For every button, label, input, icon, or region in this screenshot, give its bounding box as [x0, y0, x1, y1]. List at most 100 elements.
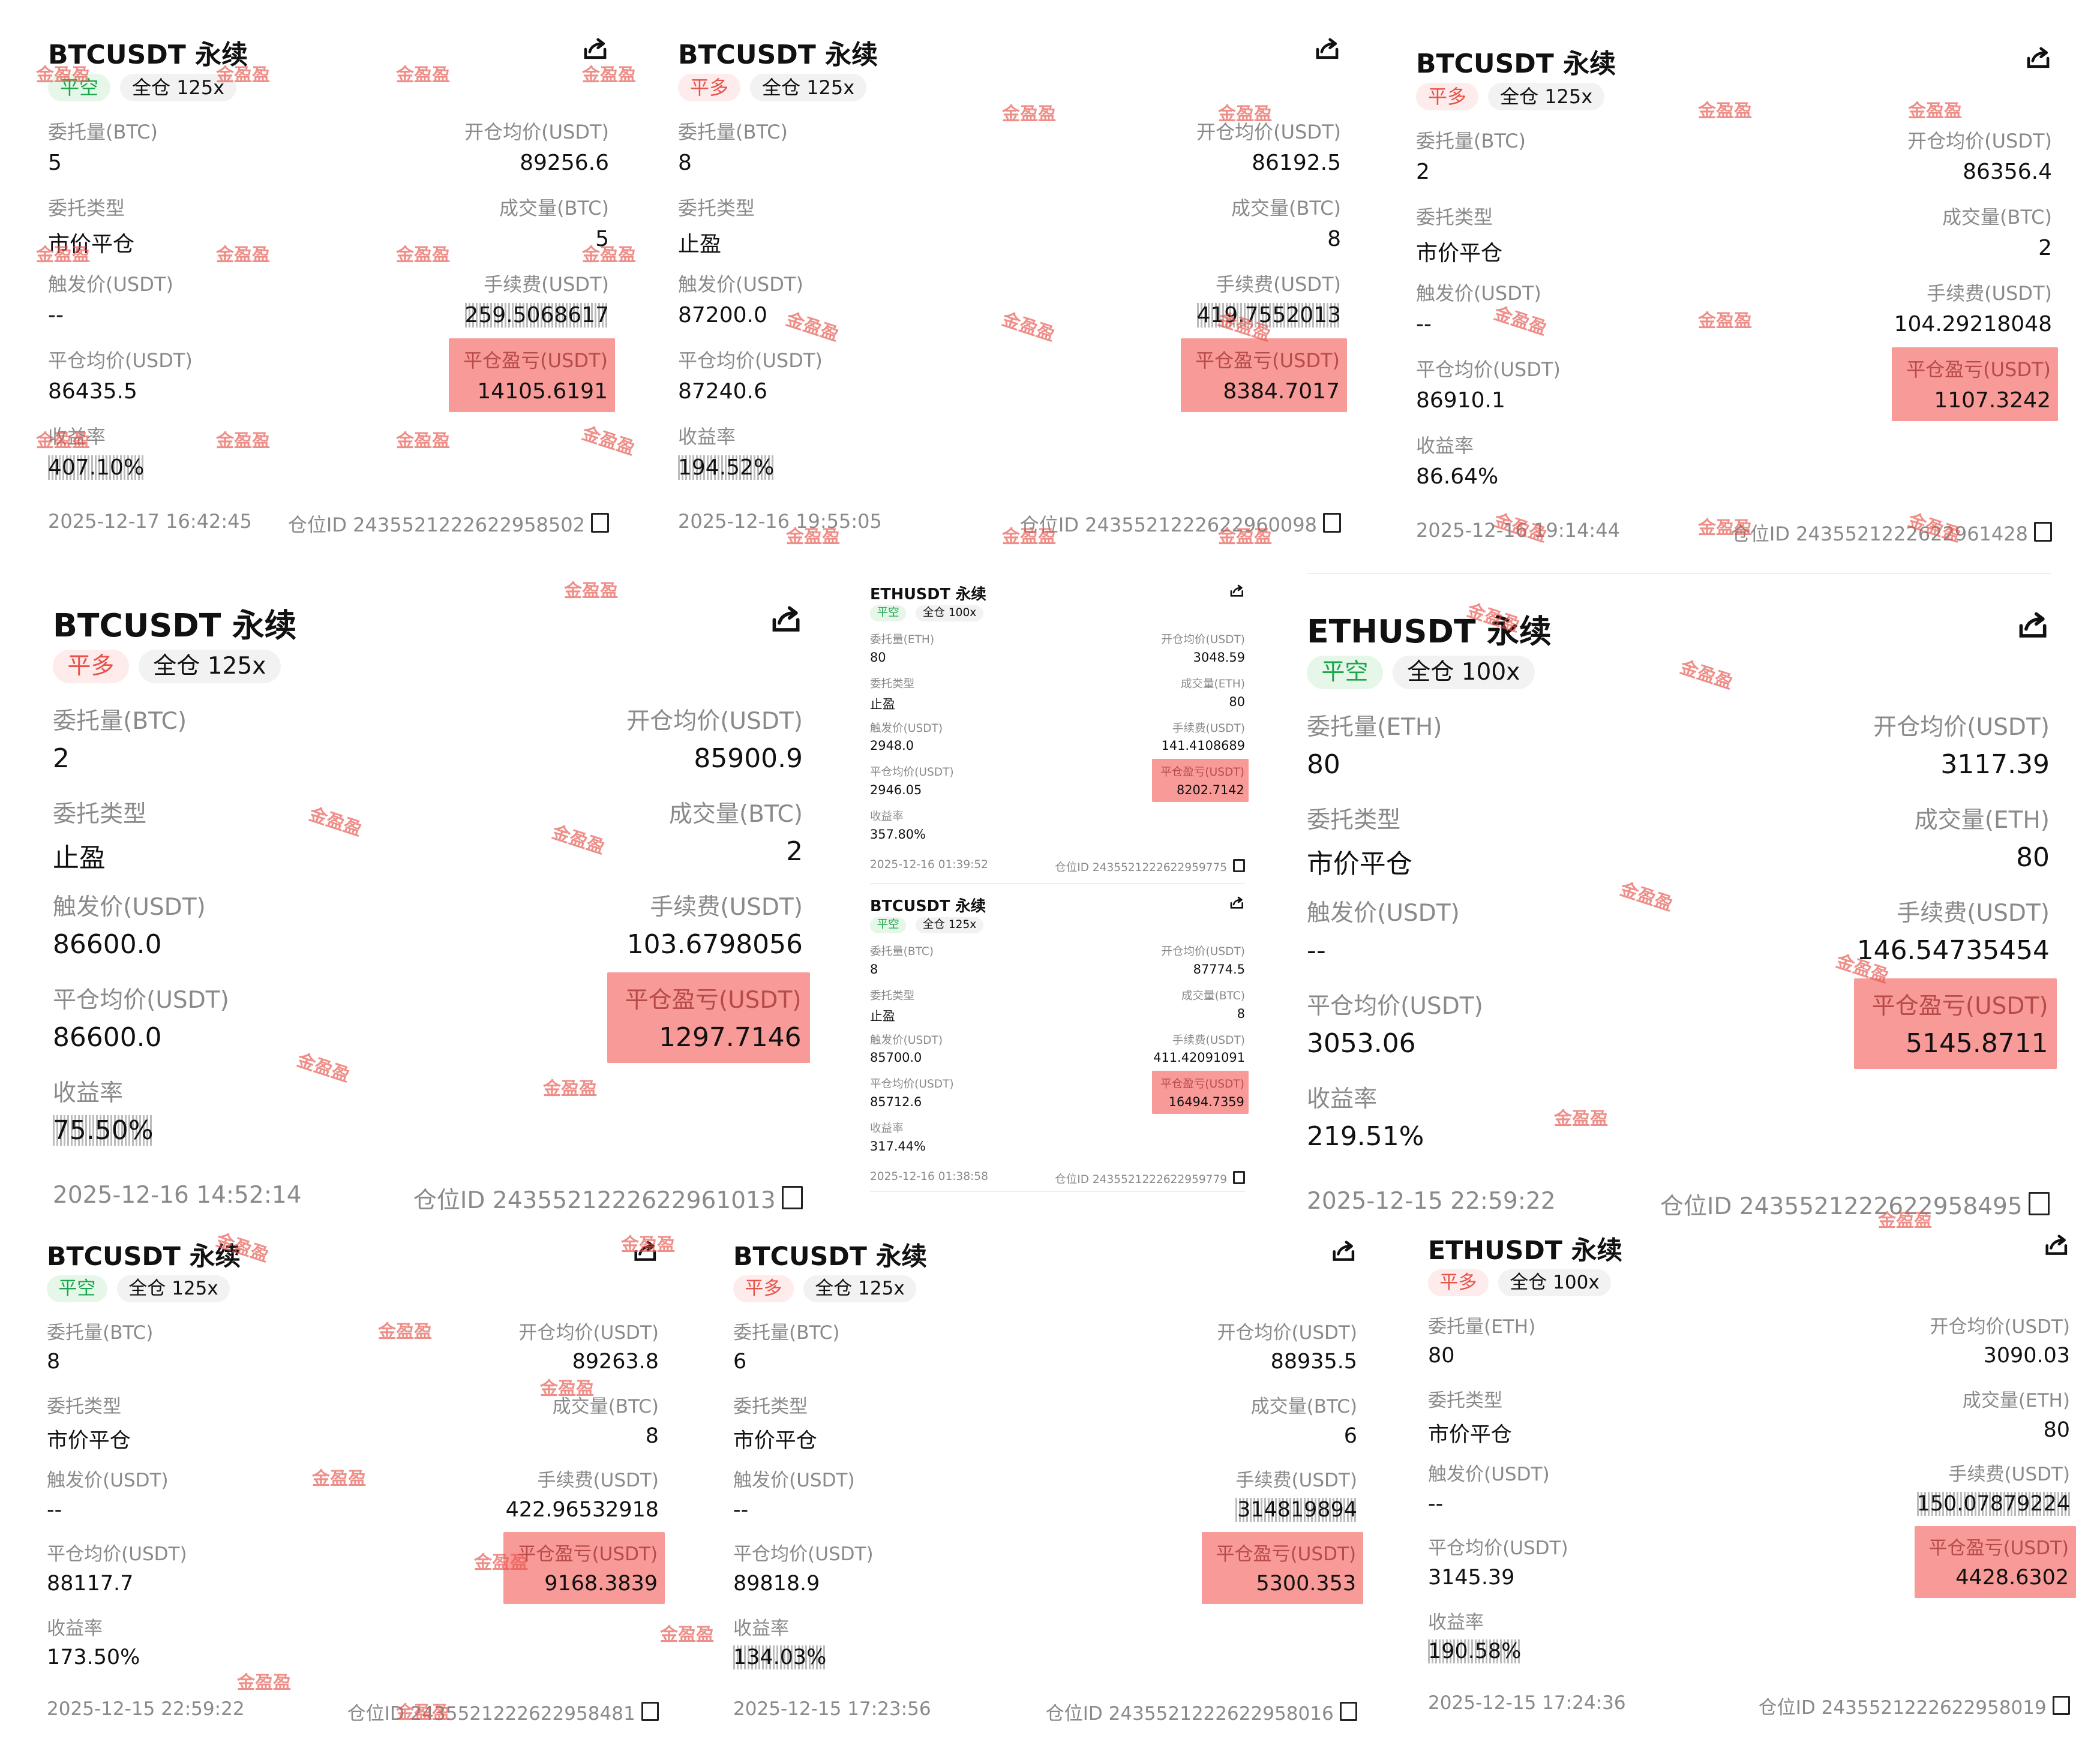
filled-field-label: 成交量(BTC) [553, 1391, 659, 1418]
order-type-field-label: 委托类型 [1307, 801, 1412, 835]
watermark: 金盈盈 [786, 527, 840, 548]
position-id-text: 仓位ID 2435521222622961013 [413, 1187, 776, 1214]
watermark: 金盈盈 [36, 65, 90, 86]
share-icon[interactable] [2043, 1232, 2070, 1259]
fee-field-label: 手续费(USDT) [1917, 1459, 2070, 1486]
fee-field-label-text: 手续费(USDT) [537, 1470, 659, 1492]
share-icon[interactable] [1313, 35, 1341, 63]
qty-field-value: 8 [47, 1350, 61, 1374]
timestamp: 2025-12-16 19:14:44 [1416, 519, 1620, 542]
order-card: BTCUSDT 永续 平空 全仓 125x 委托量(BTC) 8 开仓均价(USDT) 89… [47, 1236, 665, 1725]
yield-field-label: 收益率 [1416, 431, 1498, 458]
open-avg-field-label-text: 开仓均价(USDT) [1196, 121, 1341, 143]
close-avg-field: 平仓均价(USDT) 86910.1 [1416, 355, 1561, 413]
pnl-value: 1107.3242 [1934, 388, 2051, 413]
timestamp: 2025-12-15 22:59:22 [47, 1698, 245, 1720]
share-icon[interactable] [2024, 44, 2052, 72]
filled-field: 成交量(BTC) 2 [669, 795, 803, 867]
qty-field-label-text: 委托量 [1416, 130, 1474, 152]
filled-field-label-unit: (BTC) [1289, 197, 1341, 220]
trigger-field: 触发价(USDT) 85700.0 [870, 1031, 943, 1065]
fee-field-label-text: 手续费(USDT) [1216, 273, 1341, 296]
open-avg-field-label: 开仓均价(USDT) [1873, 708, 2050, 742]
filled-field: 成交量(BTC) 2 [1942, 202, 2052, 260]
copy-icon[interactable] [2028, 1191, 2050, 1215]
trigger-field-value: -- [1428, 1491, 1444, 1516]
contract-title: BTCUSDT 永续 [733, 1242, 928, 1272]
share-icon[interactable] [632, 1238, 659, 1265]
filled-field-label-unit: (BTC) [1214, 989, 1245, 1002]
timestamp: 2025-12-16 19:55:05 [678, 510, 882, 533]
order-type-field-value: 止盈 [870, 696, 895, 711]
margin-badge: 全仓 125x [120, 74, 237, 101]
side-badge: 平空 [48, 74, 111, 101]
copy-icon[interactable] [1233, 859, 1245, 873]
share-icon[interactable] [1229, 583, 1245, 599]
share-icon[interactable] [2016, 609, 2050, 642]
order-type-field-label: 委托类型 [678, 193, 755, 221]
yield-field-label: 收益率 [678, 422, 774, 449]
open-avg-field-value: 87774.5 [1193, 962, 1245, 977]
trigger-field-label-text: 触发价(USDT) [53, 893, 206, 921]
tag-row: 平多 全仓 125x [1416, 83, 1605, 110]
side-badge: 平空 [870, 917, 907, 934]
order-type-field-label: 委托类型 [48, 193, 134, 221]
position-id: 仓位ID 2435521222622958481 [347, 1698, 659, 1725]
close-avg-field: 平仓均价(USDT) 3145.39 [1428, 1533, 1568, 1590]
share-icon[interactable] [1330, 1238, 1357, 1265]
order-type-field-label: 委托类型 [1428, 1385, 1512, 1412]
close-avg-field-label-text: 平仓均价(USDT) [870, 766, 954, 779]
share-icon[interactable] [1229, 895, 1245, 911]
close-avg-field-label: 平仓均价(USDT) [1307, 987, 1483, 1021]
order-type-field-value: 市价平仓 [733, 1428, 817, 1453]
share-icon[interactable] [769, 603, 803, 636]
copy-icon[interactable] [1233, 1171, 1245, 1185]
share-icon[interactable] [581, 35, 609, 63]
fee-field-label-text: 手续费(USDT) [1897, 899, 2050, 927]
trigger-field-label-text: 触发价(USDT) [1428, 1464, 1550, 1486]
watermark: 金盈盈 [237, 1672, 291, 1693]
qty-field-label-unit: (BTC) [1474, 130, 1526, 152]
pnl-field: 平仓盈亏(USDT) 8202.7142 [1152, 759, 1249, 803]
position-id: 仓位ID 2435521222622958019 [1759, 1692, 2070, 1719]
open-avg-field-value: 88935.5 [1270, 1350, 1357, 1374]
copy-icon[interactable] [2034, 521, 2052, 542]
filled-field-value: 6 [1343, 1423, 1357, 1448]
copy-icon[interactable] [641, 1701, 659, 1722]
fee-field-label: 手续费(USDT) [1857, 894, 2050, 928]
watermark: 金盈盈 [1218, 104, 1272, 125]
yield-field: 收益率 317.44% [870, 1119, 926, 1154]
filled-field-label-text: 成交量 [552, 1395, 608, 1417]
fee-field: 手续费(USDT) 103.6798056 [627, 888, 803, 960]
fee-field: 手续费(USDT) 150.07879224 [1916, 1459, 2070, 1516]
qty-field: 委托量(BTC) 2 [1416, 126, 1526, 184]
qty-field-value: 2 [53, 743, 70, 774]
panel-divider [870, 883, 1245, 884]
qty-field-label: 委托量(ETH) [870, 630, 934, 647]
trigger-field: 触发价(USDT) 87200.0 [678, 269, 803, 328]
order-type-field-label-text: 委托类型 [733, 1395, 808, 1417]
copy-icon[interactable] [591, 512, 609, 533]
qty-field-label-unit: (BTC) [903, 945, 934, 959]
order-type-field: 委托类型 止盈 [870, 987, 914, 1025]
filled-field-value: 80 [2016, 842, 2050, 873]
open-avg-field-label-text: 开仓均价(USDT) [1907, 130, 2052, 152]
open-avg-field-label-text: 开仓均价(USDT) [1930, 1315, 2070, 1338]
yield-field-value: 173.50% [47, 1645, 140, 1670]
filled-field: 成交量(BTC) 5 [499, 193, 609, 251]
copy-icon[interactable] [1323, 512, 1341, 533]
pnl-value: 1297.7146 [659, 1022, 802, 1053]
pnl-label: 平仓盈亏(USDT) [463, 349, 608, 372]
close-avg-field-label-text: 平仓均价(USDT) [47, 1543, 187, 1566]
close-avg-field: 平仓均价(USDT) 87240.6 [678, 346, 823, 404]
close-avg-field-label: 平仓均价(USDT) [53, 981, 229, 1015]
open-avg-field-label: 开仓均价(USDT) [464, 117, 609, 145]
copy-icon[interactable] [781, 1185, 803, 1209]
copy-icon[interactable] [2052, 1695, 2070, 1716]
watermark: 金盈盈 [216, 431, 270, 452]
order-card: ETHUSDT 永续 平空 全仓 100x 委托量(ETH) 80 开仓均价(USDT) 3… [1307, 606, 2057, 1220]
filled-field-label-text: 成交量 [1962, 1389, 2018, 1411]
copy-icon[interactable] [1339, 1701, 1357, 1722]
pnl-label: 平仓盈亏(USDT) [1928, 1537, 2069, 1560]
qty-field-label-unit: (ETH) [1484, 1315, 1536, 1338]
